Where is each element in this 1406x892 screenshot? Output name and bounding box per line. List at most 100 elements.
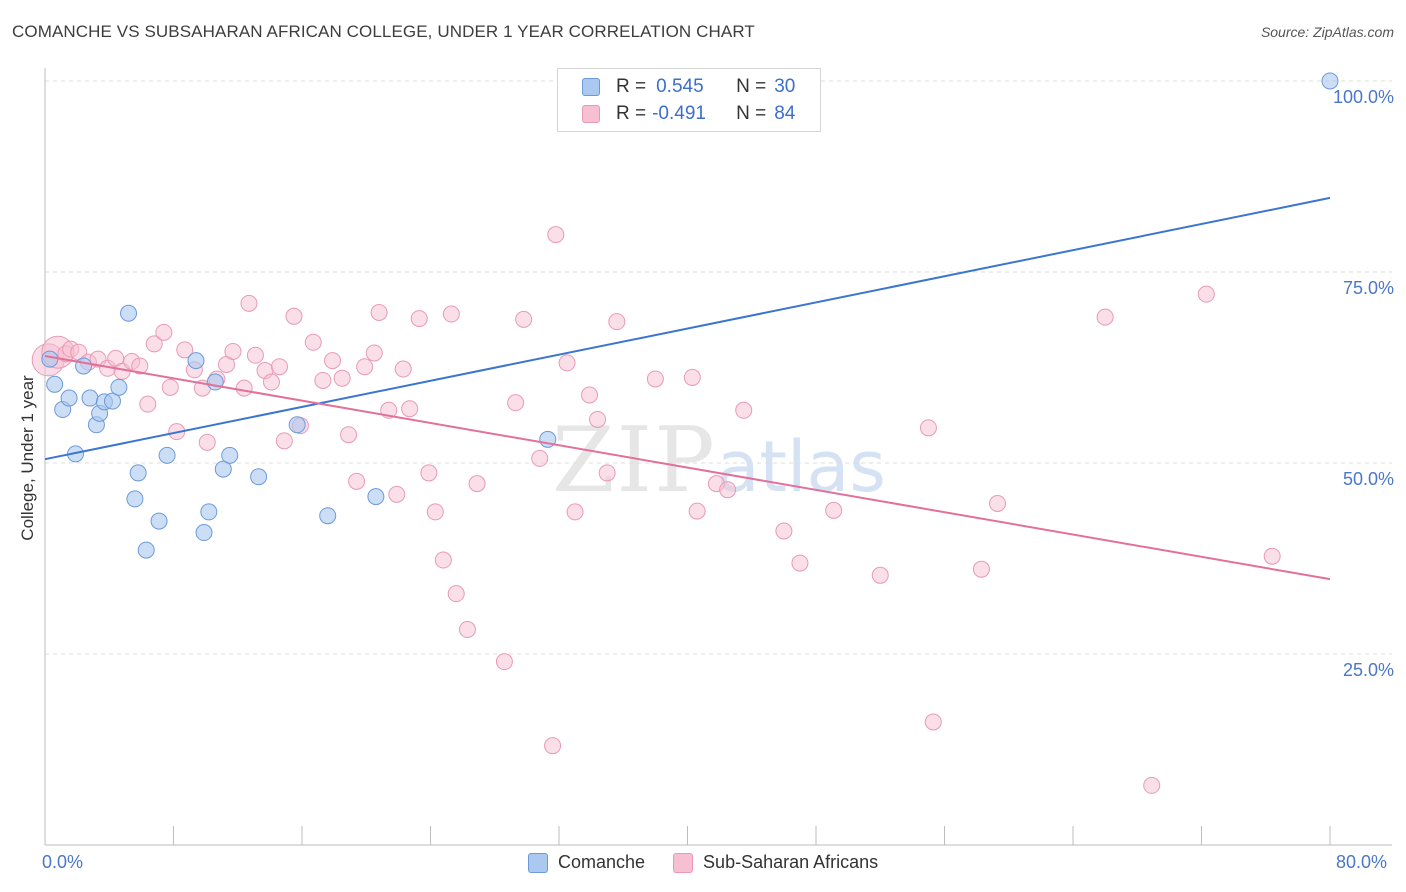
sub-saharan-point xyxy=(566,503,584,521)
sub-saharan-point xyxy=(791,554,809,572)
sub-saharan-point xyxy=(544,737,562,755)
series-legend-comanche[interactable]: Comanche xyxy=(528,852,645,873)
sub-saharan-point xyxy=(235,379,253,397)
sub-saharan-point xyxy=(224,342,242,360)
sub-saharan-point xyxy=(589,410,607,428)
sub-saharan-point xyxy=(989,494,1007,512)
sub-saharan-point xyxy=(924,713,942,731)
sub-saharan-point xyxy=(426,503,444,521)
comanche-point xyxy=(214,460,232,478)
comanche-point xyxy=(195,524,213,542)
sub-saharan-point xyxy=(558,354,576,372)
x-tick-label-min: 0.0% xyxy=(42,852,84,872)
sub-saharan-point xyxy=(348,472,366,490)
sub-saharan-trendline xyxy=(44,355,1331,581)
comanche-legend-label: Comanche xyxy=(558,852,646,872)
sub-saharan-point xyxy=(198,433,216,451)
sub-saharan-point xyxy=(410,310,428,328)
sub-saharan-point xyxy=(871,566,889,584)
legend-n-value: 30 xyxy=(774,76,796,97)
comanche-point xyxy=(46,375,64,393)
axes xyxy=(44,68,1392,846)
sub-saharan-point xyxy=(531,449,549,467)
sub-saharan-legend-label: Sub-Saharan Africans xyxy=(703,852,879,872)
y-tick-label-25: 25.0% xyxy=(1342,660,1394,680)
legend-r-value: -0.491 xyxy=(652,103,706,124)
x-tick-label-max: 80.0% xyxy=(1336,852,1388,872)
source-credit: Source: ZipAtlas.com xyxy=(1260,24,1394,40)
sub-saharan-point xyxy=(468,475,486,493)
sub-saharan-point xyxy=(735,401,753,419)
sub-saharan-point xyxy=(442,305,460,323)
comanche-point xyxy=(221,446,239,464)
comanche-point xyxy=(250,468,268,486)
sub-saharan-point xyxy=(972,560,990,578)
legend-n-label: N = xyxy=(736,103,767,124)
sub-saharan-point xyxy=(515,310,533,328)
sub-saharan-point xyxy=(394,360,412,378)
sub-saharan-point xyxy=(161,378,179,396)
sub-saharan-points xyxy=(31,226,1281,794)
comanche-point xyxy=(137,541,155,559)
sub-saharan-point xyxy=(262,373,280,391)
comanche-point xyxy=(187,352,205,370)
sub-saharan-point xyxy=(1197,285,1215,303)
sub-saharan-point xyxy=(176,341,194,359)
sub-saharan-point xyxy=(719,481,737,499)
comanche-point xyxy=(126,490,144,508)
sub-saharan-point xyxy=(131,357,149,375)
sub-saharan-point xyxy=(285,307,303,325)
sub-saharan-point xyxy=(775,522,793,540)
comanche-point xyxy=(75,357,93,375)
sub-saharan-point xyxy=(356,358,374,376)
sub-saharan-point xyxy=(370,303,388,321)
sub-saharan-point xyxy=(434,551,452,569)
sub-saharan-point xyxy=(598,464,616,482)
watermark-atlas: atlas xyxy=(716,426,886,508)
comanche-point xyxy=(206,373,224,391)
y-tick-label-100: 100.0% xyxy=(1332,87,1394,107)
comanche-point xyxy=(110,378,128,396)
sub-saharan-point xyxy=(314,371,332,389)
comanche-legend-swatch xyxy=(528,852,548,873)
gridlines xyxy=(45,80,1392,655)
comanche-point xyxy=(103,392,121,410)
comanche-point xyxy=(1321,72,1339,90)
sub-saharan-point xyxy=(1096,308,1114,326)
sub-saharan-point xyxy=(275,432,293,450)
sub-saharan-point xyxy=(688,502,706,520)
y-axis-label: College, Under 1 year xyxy=(18,375,37,541)
sub-saharan-point xyxy=(825,501,843,519)
comanche-point xyxy=(120,304,138,322)
sub-saharan-point xyxy=(646,370,664,388)
sub-saharan-point xyxy=(919,419,937,437)
watermark: ZIPatlas xyxy=(552,408,886,513)
sub-saharan-point xyxy=(324,352,342,370)
comanche-point xyxy=(367,488,385,506)
sub-saharan-point xyxy=(458,621,476,639)
legend-row-comanche: R = 0.545 N = 30 xyxy=(582,75,795,99)
series-legend: Comanche Sub-Saharan Africans xyxy=(528,852,906,873)
series-legend-sub-saharan[interactable]: Sub-Saharan Africans xyxy=(673,852,878,873)
sub-saharan-point xyxy=(333,369,351,387)
legend-n-label: N = xyxy=(736,76,767,97)
comanche-swatch xyxy=(582,78,600,96)
sub-saharan-point xyxy=(246,346,264,364)
sub-saharan-point xyxy=(1263,547,1281,565)
legend-n-value: 84 xyxy=(774,103,796,124)
sub-saharan-point xyxy=(1143,776,1161,794)
comanche-point xyxy=(200,503,218,521)
sub-saharan-point xyxy=(304,333,322,351)
comanche-point xyxy=(158,446,176,464)
sub-saharan-point xyxy=(547,226,565,244)
sub-saharan-point xyxy=(683,368,701,386)
sub-saharan-point xyxy=(507,394,525,412)
comanche-point xyxy=(319,507,337,525)
sub-saharan-point xyxy=(365,344,383,362)
comanche-point xyxy=(60,389,78,407)
y-tick-label-50: 50.0% xyxy=(1342,469,1394,489)
comanche-trendline xyxy=(44,196,1331,461)
sub-saharan-point xyxy=(139,395,157,413)
trendlines xyxy=(44,196,1331,581)
